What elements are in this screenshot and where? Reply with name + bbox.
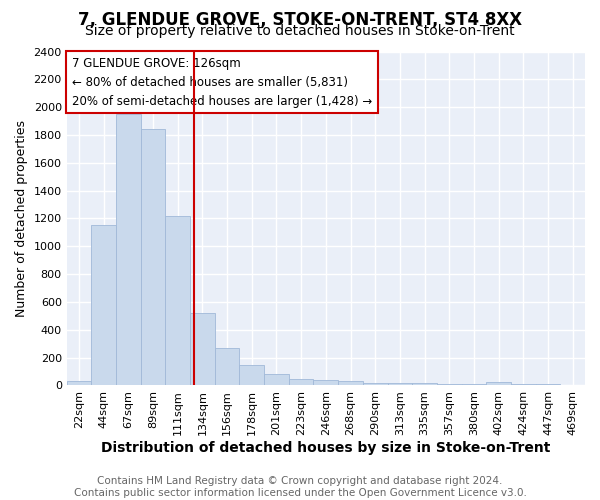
Bar (239, 364, 264, 386)
Text: 7, GLENDUE GROVE, STOKE-ON-TRENT, ST4 8XX: 7, GLENDUE GROVE, STOKE-ON-TRENT, ST4 8X… (78, 12, 522, 30)
Bar (511, 384, 536, 386)
Bar (190, 313, 215, 386)
Bar (264, 374, 289, 386)
Bar (388, 382, 412, 386)
Bar (313, 380, 338, 386)
Bar (363, 382, 388, 386)
Bar (536, 384, 560, 386)
Bar (338, 380, 363, 386)
Y-axis label: Number of detached properties: Number of detached properties (15, 120, 28, 317)
Bar (166, 216, 190, 386)
Text: Contains HM Land Registry data © Crown copyright and database right 2024.
Contai: Contains HM Land Registry data © Crown c… (74, 476, 526, 498)
Bar (437, 384, 461, 386)
Bar (91, 226, 116, 386)
Bar (215, 348, 239, 386)
Bar (461, 384, 486, 386)
X-axis label: Distribution of detached houses by size in Stoke-on-Trent: Distribution of detached houses by size … (101, 441, 551, 455)
Bar (67, 382, 91, 386)
Bar (116, 114, 141, 386)
Text: 7 GLENDUE GROVE: 126sqm
← 80% of detached houses are smaller (5,831)
20% of semi: 7 GLENDUE GROVE: 126sqm ← 80% of detache… (72, 56, 372, 108)
Bar (412, 384, 437, 386)
Bar (560, 385, 585, 386)
Bar (289, 379, 313, 386)
Text: Size of property relative to detached houses in Stoke-on-Trent: Size of property relative to detached ho… (85, 24, 515, 38)
Bar (141, 130, 166, 386)
Bar (486, 382, 511, 386)
